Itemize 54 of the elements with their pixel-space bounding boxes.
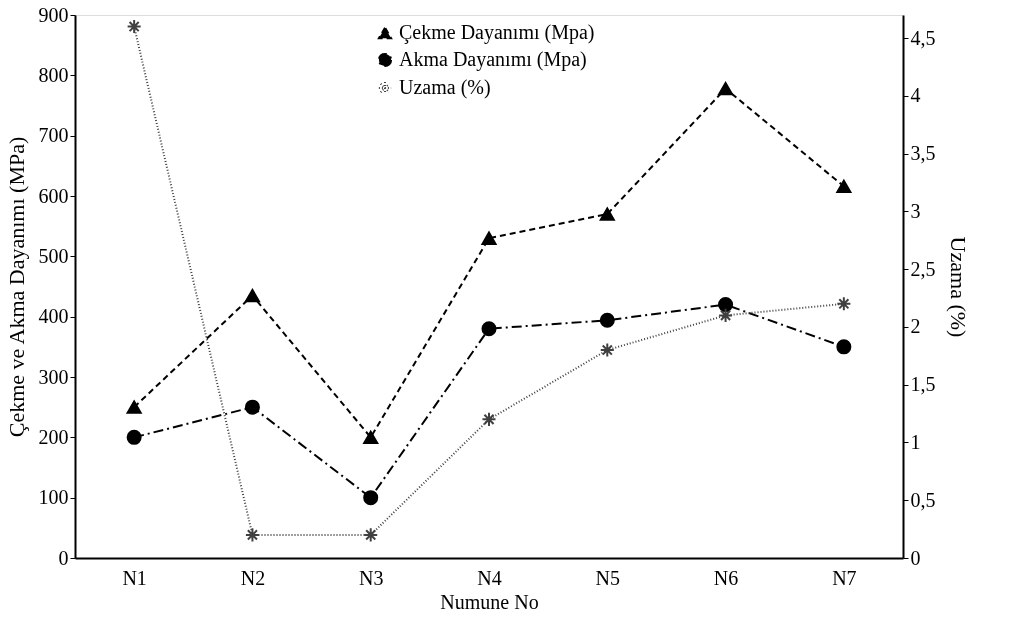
point — [718, 297, 734, 313]
y2-tick-label: 2,5 — [910, 257, 936, 280]
x-tick-label: N5 — [595, 566, 621, 589]
point — [481, 411, 497, 427]
y2-tick-label: 0,5 — [910, 488, 936, 511]
point — [244, 288, 260, 303]
y2-tick-label: 1,5 — [910, 373, 936, 396]
point — [718, 81, 734, 96]
point — [481, 231, 497, 245]
y2-tick-label: 2 — [910, 315, 921, 338]
point — [481, 321, 497, 337]
y2-axis-title: Uzama (%) — [945, 236, 971, 338]
legend-label: Akma Dayanımı (Mpa) — [399, 48, 587, 71]
y2-tick-label: 3 — [910, 199, 921, 222]
y-tick-label: 100 — [38, 486, 69, 509]
y2-tick-label: 4,5 — [910, 26, 936, 49]
legend-label: Uzama (%) — [399, 76, 491, 99]
y2-tick-label: 3,5 — [910, 142, 936, 165]
y-tick-label: 700 — [38, 124, 69, 147]
x-tick-label: N1 — [122, 566, 147, 589]
point — [363, 527, 379, 543]
x-tick-label: N2 — [240, 566, 266, 589]
point — [836, 339, 852, 355]
point — [599, 207, 615, 221]
y2-tick-label: 4 — [910, 84, 921, 107]
point — [126, 19, 142, 35]
y-tick-label: 200 — [38, 425, 69, 448]
legend-label: Çekme Dayanımı (Mpa) — [399, 21, 595, 44]
y-tick-label: 800 — [38, 63, 69, 86]
x-tick-label: N6 — [713, 566, 739, 589]
y-axis-title: Çekme ve Akma Dayanımı (MPa) — [3, 136, 29, 438]
point — [126, 429, 142, 445]
y-tick-label: 300 — [38, 365, 69, 388]
point — [718, 307, 734, 323]
y2-tick-label: 1 — [910, 430, 921, 453]
point — [363, 490, 379, 506]
y-tick-label: 0 — [58, 546, 69, 569]
point — [363, 430, 379, 444]
x-axis-title: Numune No — [440, 590, 539, 613]
x-tick-label: N4 — [477, 566, 502, 589]
y2-tick-label: 0 — [910, 546, 921, 569]
point — [836, 179, 852, 193]
point — [126, 400, 142, 414]
point — [599, 312, 615, 328]
y-tick-label: 900 — [38, 3, 69, 26]
x-tick-label: N7 — [832, 566, 857, 589]
point — [836, 296, 852, 312]
y-tick-label: 600 — [38, 184, 69, 207]
x-tick-label: N3 — [358, 566, 384, 589]
y-tick-label: 500 — [38, 244, 69, 267]
point — [244, 527, 260, 543]
y-tick-label: 400 — [38, 305, 69, 328]
point — [599, 342, 615, 358]
point — [244, 399, 260, 415]
